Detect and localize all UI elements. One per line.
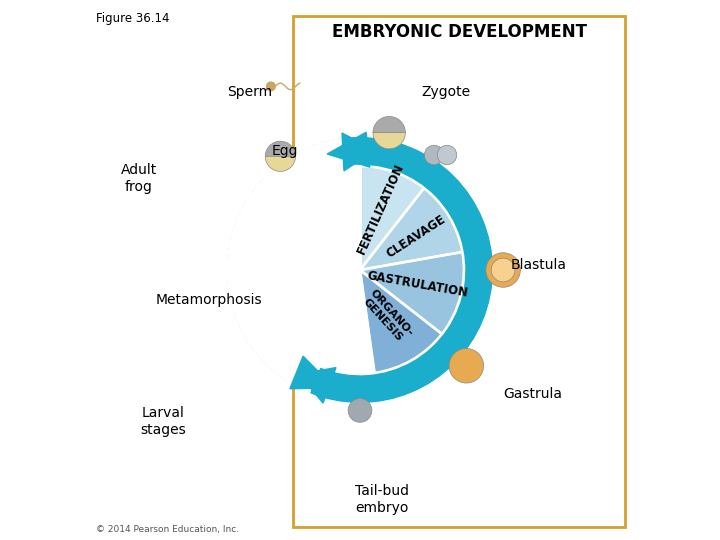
Text: ORGANO-
GENESIS: ORGANO- GENESIS — [359, 288, 415, 346]
Text: Adult
frog: Adult frog — [120, 163, 157, 194]
FancyBboxPatch shape — [292, 16, 625, 526]
Text: Sperm: Sperm — [227, 85, 272, 99]
Text: CLEAVAGE: CLEAVAGE — [384, 213, 448, 261]
Text: EMBRYONIC DEVELOPMENT: EMBRYONIC DEVELOPMENT — [333, 23, 588, 40]
Text: Blastula: Blastula — [510, 258, 566, 272]
Circle shape — [348, 399, 372, 422]
Circle shape — [266, 82, 275, 91]
Wedge shape — [373, 117, 405, 133]
Polygon shape — [327, 132, 370, 167]
Text: Egg: Egg — [271, 144, 297, 158]
Circle shape — [486, 253, 521, 287]
Text: Tail-bud
embryo: Tail-bud embryo — [355, 484, 409, 515]
Text: Metamorphosis: Metamorphosis — [156, 293, 262, 307]
Circle shape — [449, 348, 484, 383]
Wedge shape — [227, 137, 360, 394]
Circle shape — [424, 145, 444, 165]
Wedge shape — [360, 188, 462, 270]
Text: FERTILIZATION: FERTILIZATION — [355, 161, 407, 256]
Wedge shape — [360, 252, 464, 334]
Wedge shape — [360, 188, 462, 270]
Text: Figure 36.14: Figure 36.14 — [96, 12, 170, 25]
Polygon shape — [299, 368, 336, 403]
Circle shape — [255, 165, 465, 375]
Wedge shape — [360, 252, 464, 334]
Text: Gastrula: Gastrula — [503, 387, 562, 401]
Wedge shape — [310, 138, 492, 402]
Circle shape — [491, 258, 515, 282]
Wedge shape — [360, 270, 441, 373]
Wedge shape — [360, 166, 424, 270]
Wedge shape — [360, 166, 424, 270]
Text: Larval
stages: Larval stages — [140, 406, 186, 437]
Wedge shape — [265, 141, 295, 156]
Polygon shape — [290, 356, 335, 389]
Wedge shape — [265, 156, 295, 171]
Polygon shape — [342, 133, 375, 171]
Text: GASTRULATION: GASTRULATION — [366, 269, 469, 300]
Wedge shape — [373, 133, 405, 149]
Circle shape — [228, 138, 492, 402]
Text: Zygote: Zygote — [422, 85, 471, 99]
Circle shape — [437, 145, 456, 165]
Text: © 2014 Pearson Education, Inc.: © 2014 Pearson Education, Inc. — [96, 524, 240, 534]
Wedge shape — [360, 270, 441, 373]
Circle shape — [255, 165, 465, 375]
